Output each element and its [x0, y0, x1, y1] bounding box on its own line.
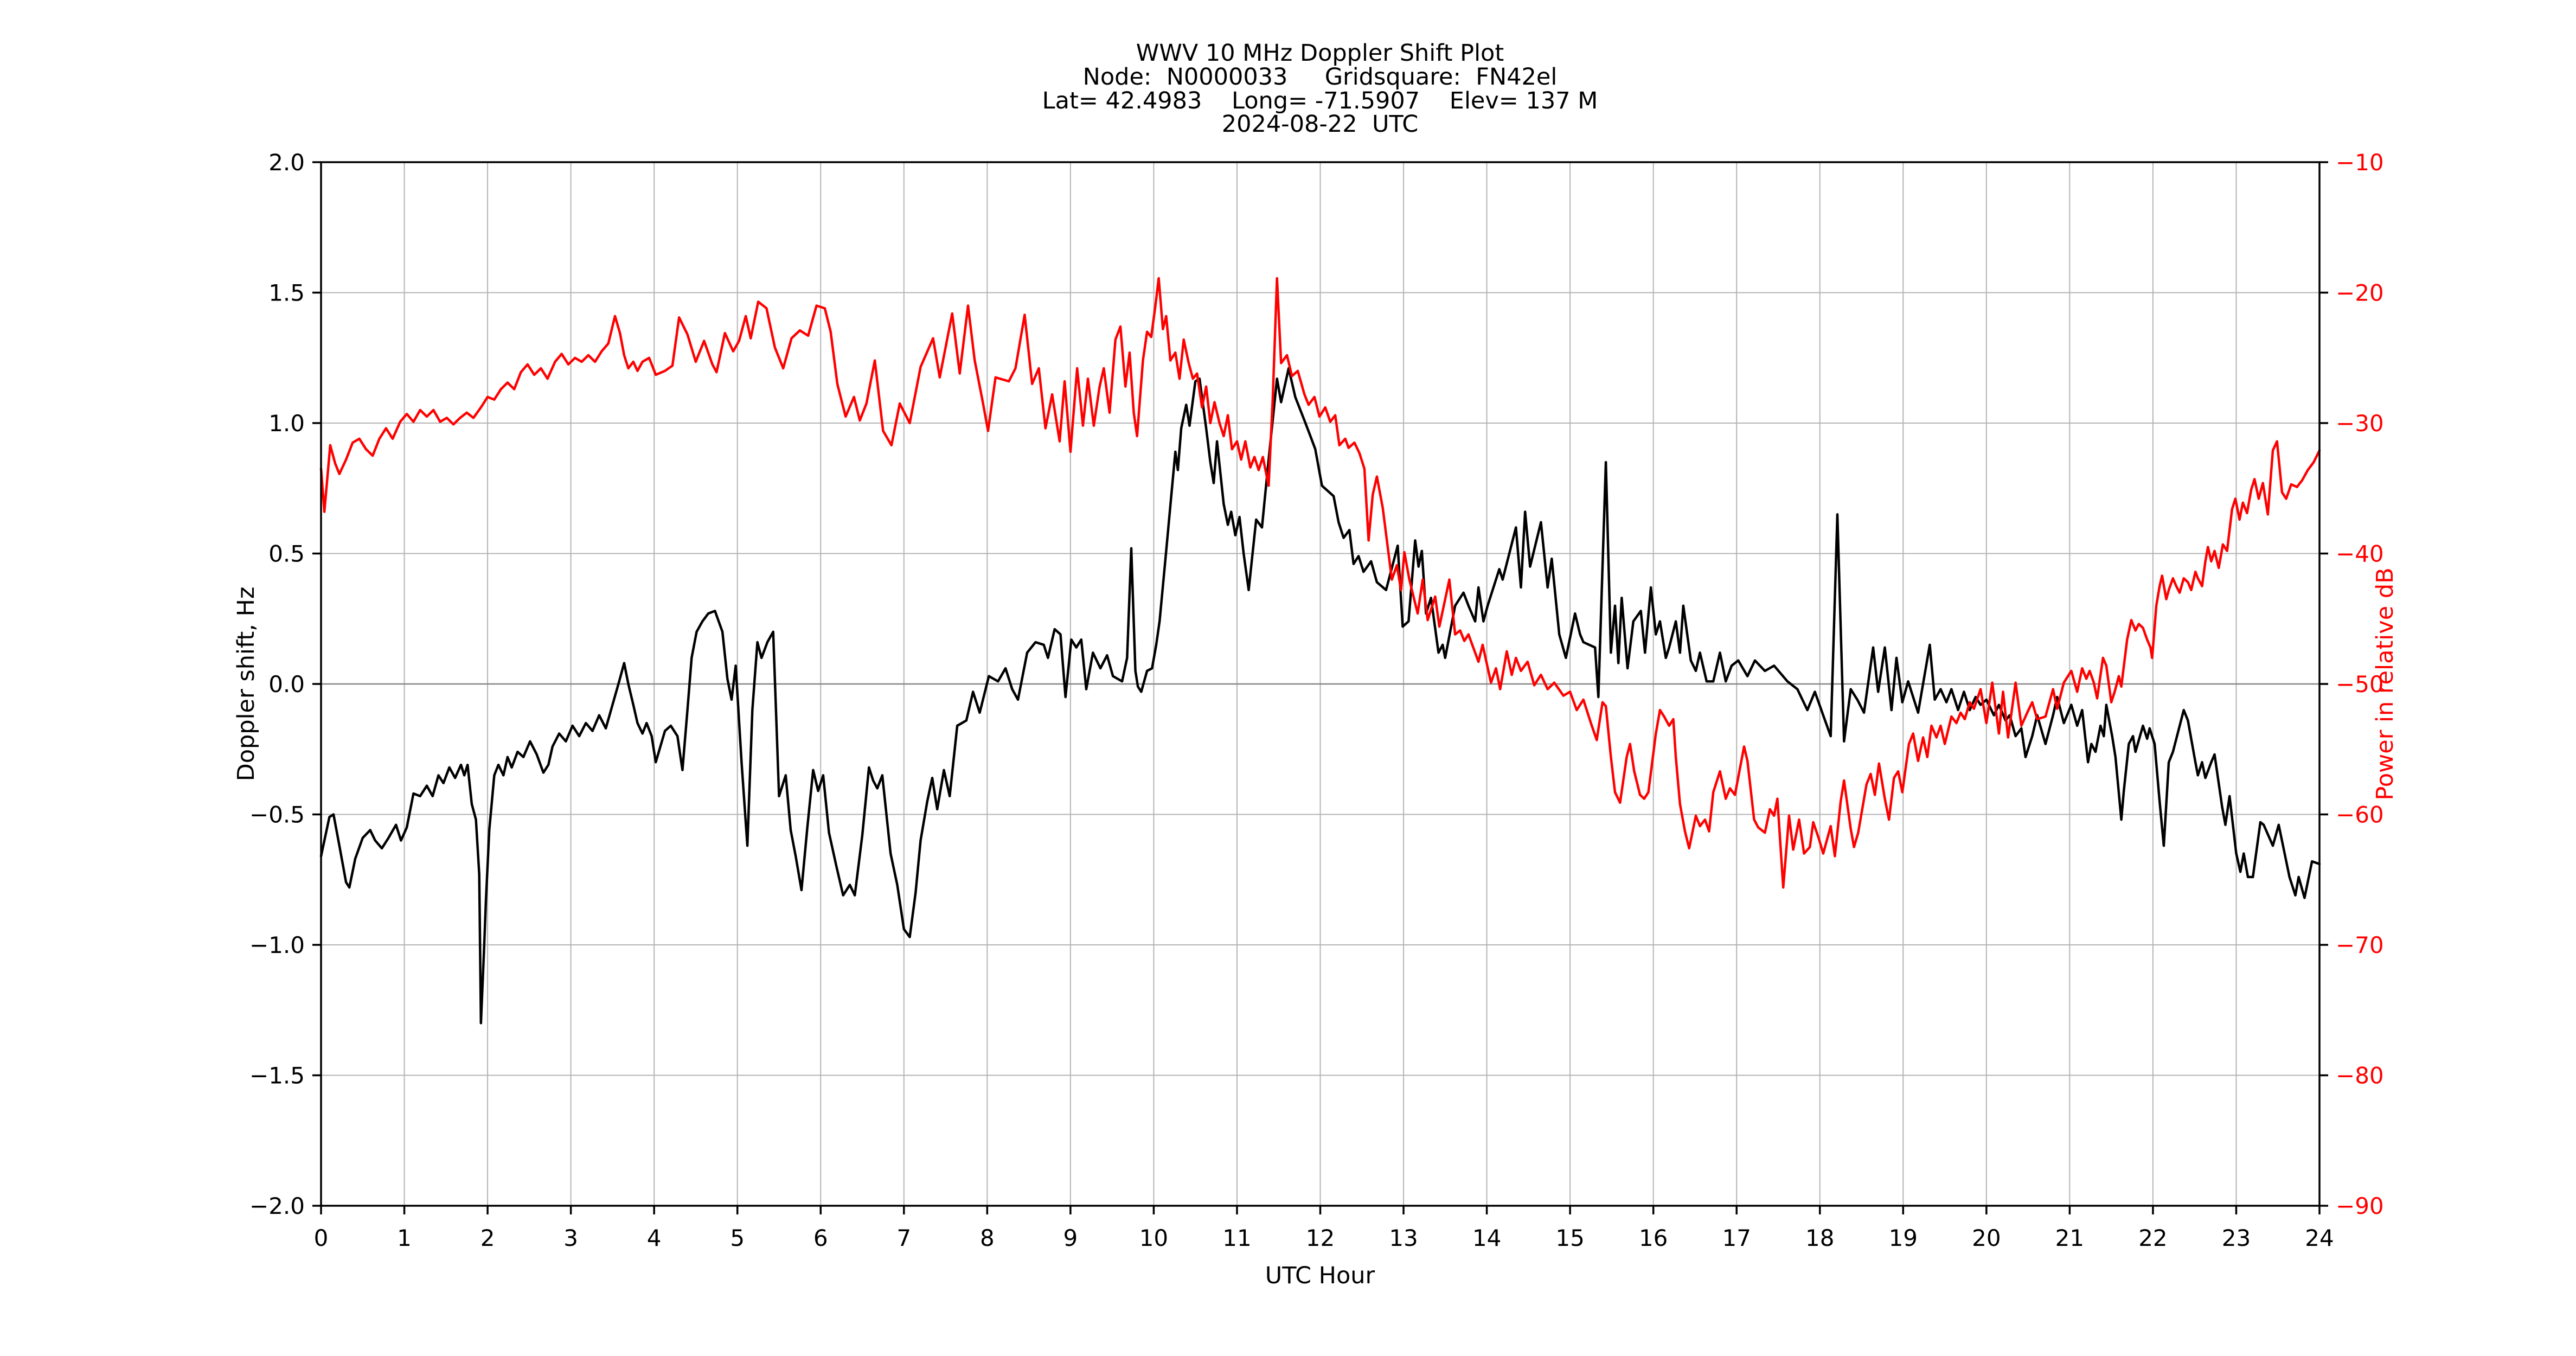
y-right-tick-label: −50 [2336, 671, 2384, 698]
y-left-tick-label: 0.0 [268, 671, 305, 698]
chart-subtitle-node: Node: N0000033 Gridsquare: FN42el [1083, 63, 1558, 91]
x-tick-label: 5 [730, 1225, 745, 1251]
x-tick-label: 13 [1389, 1225, 1418, 1251]
chart-title-block: WWV 10 MHz Doppler Shift Plot Node: N000… [1042, 40, 1598, 138]
x-tick-label: 20 [1972, 1225, 2001, 1251]
x-tick-label: 11 [1222, 1225, 1251, 1251]
y-right-tick-label: −70 [2336, 932, 2384, 958]
y-left-tick-label: 1.0 [268, 410, 305, 437]
x-tick-label: 2 [480, 1225, 495, 1251]
y-right-tick-label: −40 [2336, 541, 2384, 567]
y-right-axis-label: Power in relative dB [2372, 567, 2399, 800]
x-tick-label: 14 [1472, 1225, 1501, 1251]
x-tick-label: 22 [2138, 1225, 2167, 1251]
y-left-tick-label: −1.0 [249, 932, 305, 958]
y-left-tick-label: 2.0 [268, 149, 305, 176]
y-left-tick-label: −1.5 [249, 1063, 305, 1089]
x-tick-label: 3 [563, 1225, 578, 1251]
tick-labels: 0 1 2 3 4 5 6 7 8 9 10 11 12 13 14 15 16 17 18 19 20 21 22 23 24… [249, 149, 2384, 1251]
x-tick-label: 15 [1555, 1225, 1584, 1251]
chart-title: WWV 10 MHz Doppler Shift Plot [1136, 40, 1504, 67]
data-curves [319, 277, 2321, 1025]
axes-and-ticks [312, 161, 2328, 1214]
x-tick-label: 0 [314, 1225, 329, 1251]
y-right-tick-label: −30 [2336, 410, 2384, 437]
x-tick-label: 19 [1889, 1225, 1918, 1251]
x-tick-label: 7 [896, 1225, 911, 1251]
chart-subtitle-date: 2024-08-22 UTC [1222, 111, 1418, 138]
x-tick-label: 4 [647, 1225, 662, 1251]
y-left-tick-label: 0.5 [268, 541, 305, 567]
y-right-tick-label: −90 [2336, 1193, 2384, 1219]
x-tick-label: 18 [1805, 1225, 1834, 1251]
x-tick-label: 16 [1639, 1225, 1668, 1251]
y-right-tick-label: −80 [2336, 1063, 2384, 1089]
x-tick-label: 24 [2305, 1225, 2334, 1251]
x-tick-label: 12 [1306, 1225, 1335, 1251]
y-left-tick-label: −2.0 [249, 1193, 305, 1219]
x-tick-label: 10 [1139, 1225, 1168, 1251]
y-right-tick-label: −60 [2336, 802, 2384, 828]
y-right-tick-label: −10 [2336, 149, 2384, 176]
y-left-tick-label: 1.5 [268, 280, 305, 306]
x-tick-label: 6 [813, 1225, 828, 1251]
x-axis-label: UTC Hour [1265, 1262, 1375, 1289]
x-tick-label: 21 [2055, 1225, 2084, 1251]
y-right-tick-label: −20 [2336, 280, 2384, 306]
x-tick-label: 8 [980, 1225, 995, 1251]
x-tick-label: 23 [2222, 1225, 2251, 1251]
y-left-tick-label: −0.5 [249, 802, 305, 828]
series-line-doppler-shift [319, 367, 2321, 1025]
series-line-power [319, 277, 2321, 889]
chart-subtitle-location: Lat= 42.4983 Long= -71.5907 Elev= 137 M [1042, 87, 1598, 114]
y-left-axis-label: Doppler shift, Hz [233, 587, 260, 782]
x-tick-label: 1 [397, 1225, 412, 1251]
x-tick-label: 17 [1722, 1225, 1751, 1251]
grid-lines [321, 162, 2319, 1206]
x-tick-label: 9 [1063, 1225, 1078, 1251]
